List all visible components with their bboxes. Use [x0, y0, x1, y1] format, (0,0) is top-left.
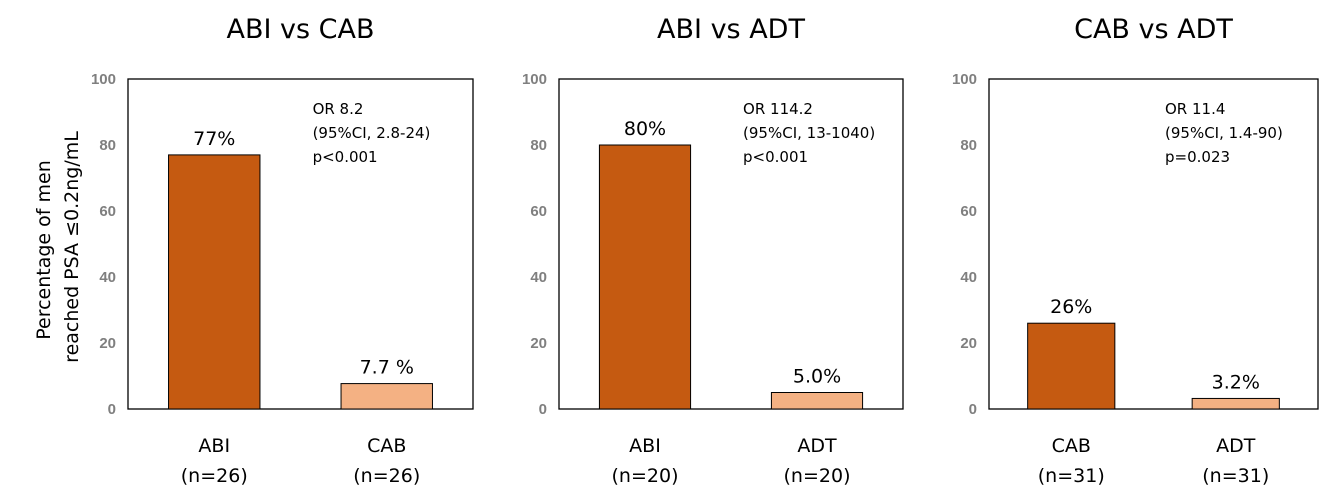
y-tick-label: 80 — [960, 137, 977, 154]
plot-frame — [127, 78, 474, 410]
category-n-label: (n=26) — [353, 465, 420, 487]
category-n-label: (n=31) — [1038, 465, 1105, 487]
y-tick-label: 100 — [522, 71, 547, 88]
y-tick-label: 0 — [969, 401, 977, 418]
bar — [340, 383, 433, 410]
y-tick-label: 100 — [91, 71, 116, 88]
y-tick-label: 60 — [99, 203, 116, 220]
y-tick-label: 20 — [99, 335, 116, 352]
y-tick-label: 40 — [99, 269, 116, 286]
stats-annotation-line: (95%CI, 13-1040) — [743, 124, 875, 142]
category-label: CAB — [1052, 435, 1091, 457]
category-n-label: (n=20) — [784, 465, 851, 487]
bar — [770, 392, 864, 410]
chart-title: ABI vs ADT — [657, 14, 805, 45]
stats-annotation-line: (95%CI, 2.8-24) — [313, 124, 431, 142]
bar — [1027, 322, 1116, 410]
bar-data-label: 3.2% — [1212, 371, 1260, 393]
y-axis-label: Percentage of men reached PSA ≤0.2ng/mL — [33, 131, 83, 363]
stats-annotation-line: OR 8.2 — [313, 100, 364, 118]
category-label: ADT — [1216, 435, 1256, 457]
y-tick-label: 0 — [108, 401, 116, 418]
category-label: ABI — [198, 435, 230, 457]
y-axis-label-line-1: Percentage of men — [33, 160, 55, 340]
stats-annotation-line: p<0.001 — [313, 148, 378, 166]
y-tick-label: 40 — [530, 269, 547, 286]
chart-title: CAB vs ADT — [1074, 14, 1233, 45]
category-label: ADT — [797, 435, 837, 457]
bar — [1191, 397, 1280, 410]
bar-data-label: 26% — [1050, 296, 1092, 318]
y-tick-label: 20 — [960, 335, 977, 352]
bar-data-label: 80% — [624, 118, 666, 140]
stats-annotation-line: OR 114.2 — [743, 100, 813, 118]
bar-data-label: 5.0% — [793, 366, 841, 388]
bar — [598, 144, 692, 410]
chart-title: ABI vs CAB — [226, 14, 374, 45]
y-tick-label: 20 — [530, 335, 547, 352]
plot-frame — [558, 78, 904, 410]
y-tick-label: 100 — [952, 71, 977, 88]
category-label: CAB — [367, 435, 406, 457]
y-tick-label: 80 — [99, 137, 116, 154]
y-tick-label: 0 — [539, 401, 547, 418]
category-label: ABI — [629, 435, 661, 457]
y-axis-label-line-2: reached PSA ≤0.2ng/mL — [61, 131, 83, 363]
category-n-label: (n=26) — [181, 465, 248, 487]
y-tick-label: 60 — [530, 203, 547, 220]
stats-annotation-line: p<0.001 — [743, 148, 808, 166]
bar-data-label: 77% — [193, 128, 235, 150]
y-tick-label: 80 — [530, 137, 547, 154]
stats-annotation-line: OR 11.4 — [1165, 100, 1225, 118]
y-tick-label: 60 — [960, 203, 977, 220]
stats-annotation-line: p=0.023 — [1165, 148, 1230, 166]
stats-annotation-line: (95%CI, 1.4-90) — [1165, 124, 1283, 142]
category-n-label: (n=31) — [1202, 465, 1269, 487]
bar — [168, 154, 261, 410]
bar-data-label: 7.7 % — [360, 357, 414, 379]
y-tick-label: 40 — [960, 269, 977, 286]
plot-frame — [988, 78, 1319, 410]
category-n-label: (n=20) — [612, 465, 679, 487]
